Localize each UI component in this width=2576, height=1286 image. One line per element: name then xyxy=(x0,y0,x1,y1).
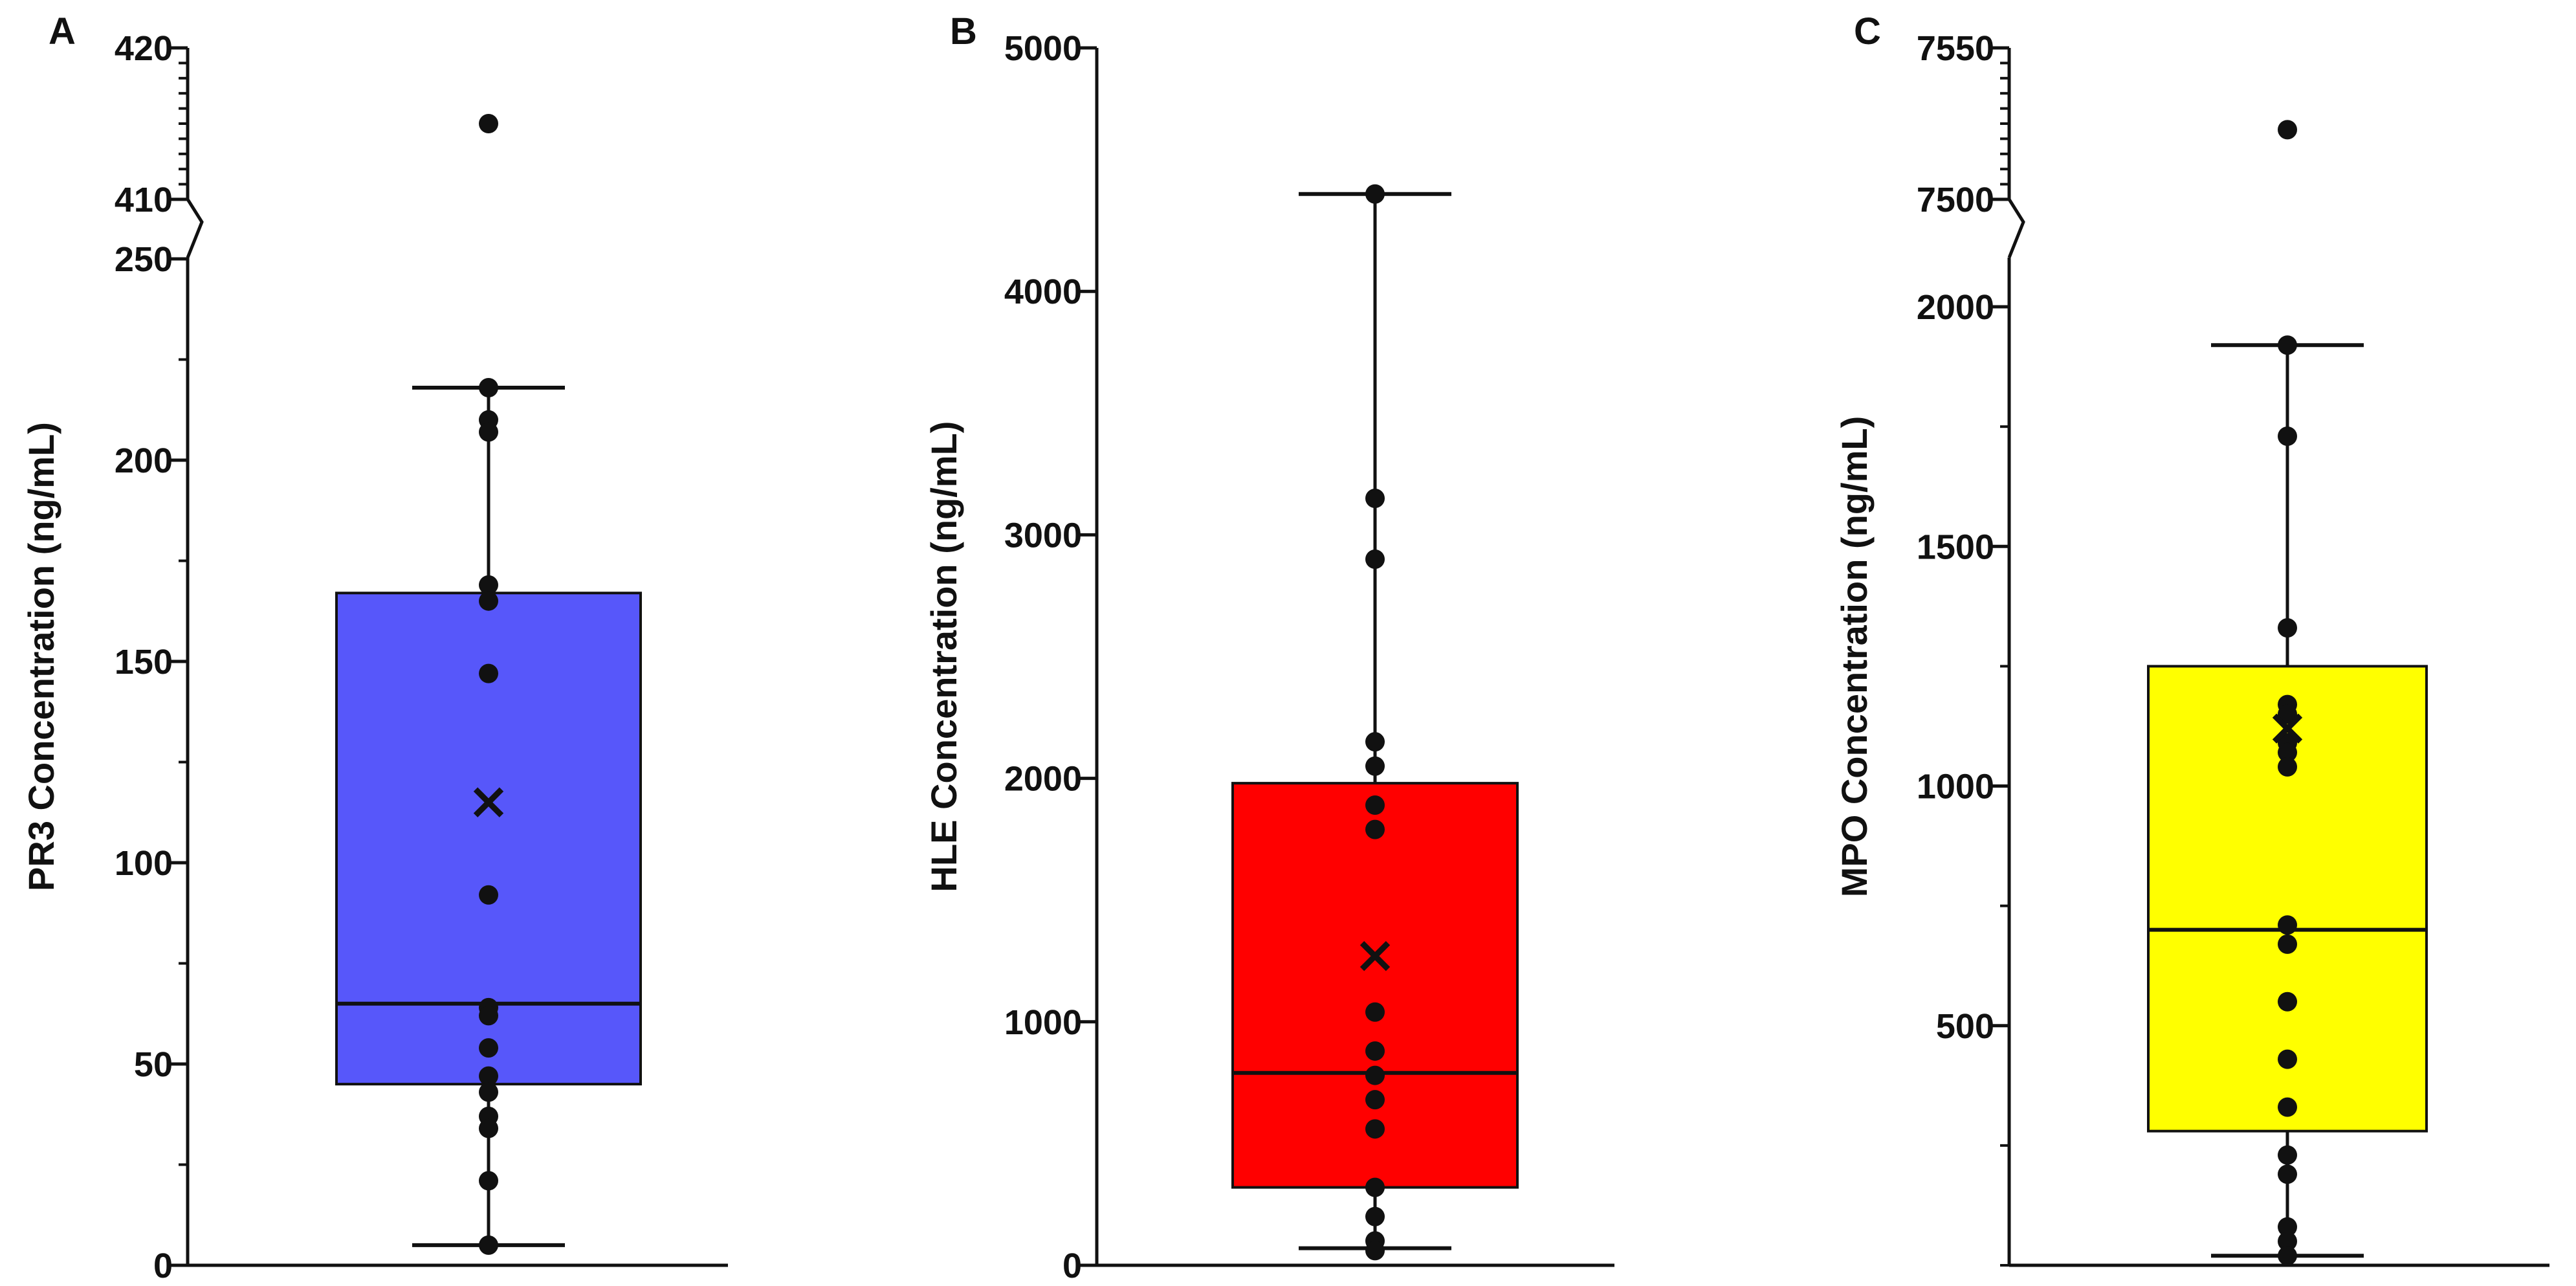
panel-a: A PR3 Concentration (ng/mL) 0 50 100 150 200 25… xyxy=(21,10,728,1285)
data-point xyxy=(2278,757,2297,777)
data-point xyxy=(479,885,498,905)
data-point xyxy=(2278,992,2297,1012)
data-point xyxy=(1365,488,1385,508)
data-point xyxy=(2278,335,2297,355)
data-point xyxy=(2278,618,2297,638)
y-axis-title: HLE Concentration (ng/mL) xyxy=(923,421,964,892)
y-tick-label: 500 xyxy=(1936,1007,1994,1046)
data-point xyxy=(479,422,498,442)
data-point xyxy=(1365,756,1385,776)
data-point xyxy=(1365,819,1385,839)
data-point xyxy=(479,1006,498,1026)
data-point xyxy=(1365,1090,1385,1110)
mean-marker-stroke xyxy=(1360,941,1391,971)
y-tick-label: 100 xyxy=(115,844,173,883)
data-point xyxy=(479,378,498,398)
axis-break-mark xyxy=(186,198,204,258)
y-tick-label: 4000 xyxy=(1004,272,1082,311)
y-tick-label: 5000 xyxy=(1004,29,1082,68)
y-axis-title: MPO Concentration (ng/mL) xyxy=(1834,416,1875,898)
data-point xyxy=(2278,120,2297,140)
data-point xyxy=(1365,184,1385,204)
data-point xyxy=(1365,1065,1385,1085)
mean-marker-stroke xyxy=(2272,713,2303,744)
data-point xyxy=(2278,742,2297,762)
y-tick-label: 1500 xyxy=(1917,527,1994,566)
y-tick-label: 2000 xyxy=(1004,760,1082,799)
data-point xyxy=(479,575,498,595)
data-point xyxy=(2278,1164,2297,1184)
y-tick-label: 1000 xyxy=(1004,1003,1082,1042)
y-tick-label: 1000 xyxy=(1917,768,1994,806)
panel-c: C MPO Concentration (ng/mL) 500 1000 1500 200… xyxy=(1834,10,2549,1267)
y-tick-label: 410 xyxy=(115,181,173,219)
data-point xyxy=(479,1038,498,1058)
y-tick-label: 420 xyxy=(115,29,173,68)
data-point xyxy=(1365,1177,1385,1197)
data-point xyxy=(479,1235,498,1255)
data-point xyxy=(1365,1119,1385,1139)
data-point xyxy=(479,1066,498,1086)
data-point xyxy=(2278,1097,2297,1117)
y-tick-label: 50 xyxy=(134,1045,173,1084)
panel-label: B xyxy=(950,10,977,52)
y-tick-label: 0 xyxy=(1062,1247,1082,1285)
data-point xyxy=(2278,1231,2297,1251)
mean-marker-stroke xyxy=(473,787,504,817)
data-point xyxy=(479,114,498,133)
data-point xyxy=(1365,732,1385,752)
data-point xyxy=(479,1118,498,1138)
data-point xyxy=(479,1082,498,1102)
data-point xyxy=(1365,1041,1385,1061)
y-tick-label: 150 xyxy=(115,643,173,682)
y-tick-label: 0 xyxy=(153,1247,173,1285)
panel-label: C xyxy=(1854,10,1881,52)
data-point xyxy=(1365,1002,1385,1022)
mean-marker xyxy=(1360,941,1391,971)
data-point xyxy=(2278,934,2297,954)
panel-b: B HLE Concentration (ng/mL) 0 1000 2000 3000 4… xyxy=(923,10,1614,1285)
y-tick-label: 3000 xyxy=(1004,516,1082,555)
y-tick-label: 2000 xyxy=(1917,288,1994,327)
data-point xyxy=(2278,915,2297,935)
data-point xyxy=(2278,1217,2297,1237)
mean-marker xyxy=(2272,713,2303,744)
data-point xyxy=(2278,704,2297,724)
panel-label: A xyxy=(49,10,76,52)
data-point xyxy=(1365,795,1385,815)
y-tick-label: 7500 xyxy=(1917,181,1994,219)
data-point xyxy=(1365,1206,1385,1226)
y-tick-label: 250 xyxy=(115,240,173,279)
data-point xyxy=(479,1171,498,1191)
y-tick-label: 200 xyxy=(115,441,173,480)
data-point xyxy=(1365,1241,1385,1261)
y-tick-label: 7550 xyxy=(1917,29,1994,68)
data-point xyxy=(2278,1246,2297,1266)
data-point xyxy=(479,591,498,611)
data-point xyxy=(479,663,498,683)
data-point xyxy=(2278,1049,2297,1069)
data-point xyxy=(2278,1145,2297,1165)
y-axis-title: PR3 Concentration (ng/mL) xyxy=(21,422,61,891)
data-point xyxy=(2278,426,2297,446)
mean-marker xyxy=(473,787,504,817)
axis-break-mark xyxy=(2007,198,2025,258)
data-point xyxy=(1365,549,1385,570)
